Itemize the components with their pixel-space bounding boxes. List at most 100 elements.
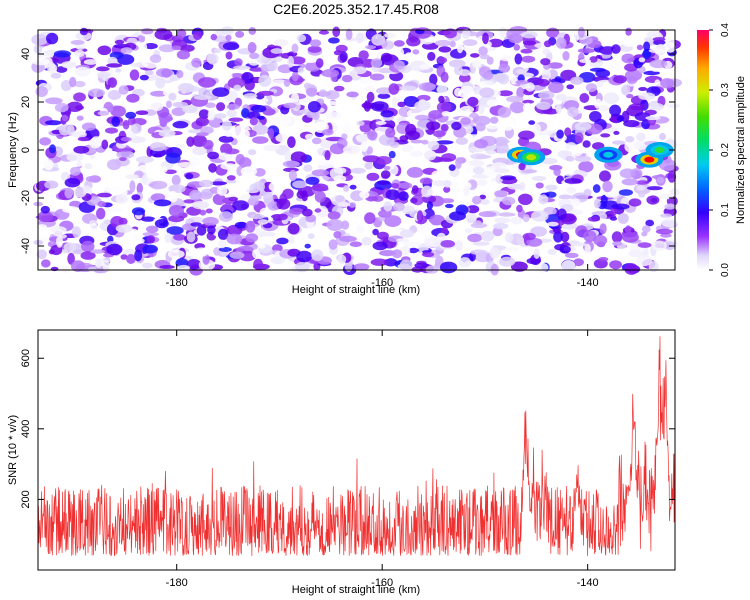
spectrogram-cell	[514, 53, 523, 65]
spectrogram-cell	[565, 155, 575, 162]
spectrogram-cell	[434, 39, 452, 47]
spectrogram-cell	[265, 94, 273, 105]
spectrogram-cell	[232, 200, 250, 211]
spectrogram-cell	[304, 243, 311, 249]
snr-x-label: Height of straight line (km)	[292, 584, 420, 596]
spectrogram-cell	[646, 195, 660, 205]
spectrogram-cell	[207, 225, 216, 235]
spectrogram-cell	[120, 47, 133, 54]
spectrogram-cell	[141, 28, 154, 35]
spectrogram-cell	[43, 159, 54, 171]
spectrogram-cell	[553, 231, 563, 243]
spectrogram-cell	[439, 261, 458, 274]
spectrogram-cell	[414, 100, 431, 111]
spectrogram-cell	[419, 177, 433, 185]
spectrogram-cell	[60, 80, 72, 92]
spectrogram-cell	[218, 211, 233, 222]
colorbar-tick-label: 0.1	[720, 203, 731, 217]
spectrogram-cell	[648, 48, 666, 54]
spectrogram-cell	[397, 101, 406, 108]
spectrogram-cell	[210, 33, 218, 41]
spectrogram-cell	[599, 223, 607, 235]
spectrogram-cell	[440, 123, 449, 132]
spectrogram-cell	[207, 151, 220, 160]
spectrogram-cell	[516, 87, 525, 99]
spectrogram-cell	[115, 224, 133, 233]
spectrogram-cell	[198, 109, 210, 119]
spectrogram-cell	[669, 188, 680, 196]
spectrogram-cell	[475, 122, 486, 132]
spectrogram-cell	[70, 260, 86, 272]
spectrogram-cell	[365, 196, 379, 202]
spectrogram-cell	[377, 67, 394, 74]
spectrogram-cell	[275, 133, 288, 143]
spectrogram-cell	[449, 211, 466, 221]
spectrogram-cell	[366, 146, 374, 155]
spectrogram-cell	[245, 233, 259, 243]
spectrogram-cell	[107, 90, 122, 100]
spectrogram-cell	[440, 227, 449, 235]
spectrogram-cell	[621, 84, 631, 96]
spectrogram-cell	[234, 58, 243, 67]
snr-y-label: SNR (10 * v/v)	[7, 415, 19, 485]
spectrogram-cell	[380, 170, 391, 179]
spectrogram-cell	[37, 211, 53, 223]
spectrogram-cell	[154, 29, 173, 40]
colorbar-tick-label: 0.0	[720, 263, 731, 277]
spectrogram-cell	[311, 249, 324, 262]
spectrogram-cell	[561, 222, 578, 230]
spectrogram-cell	[616, 115, 625, 122]
spectrogram-cell	[202, 139, 214, 150]
spectrogram-cell	[176, 70, 184, 79]
spectrogram-cell	[196, 225, 207, 236]
spectrogram-cell	[518, 193, 533, 205]
spectrogram-cell	[270, 79, 288, 88]
spectrogram-cell	[582, 140, 591, 148]
spectrogram-cell	[74, 80, 86, 88]
spectrogram-cell	[408, 247, 419, 254]
spectrogram-cell	[268, 181, 281, 192]
spectrogram-cell	[667, 103, 681, 109]
snr-series-line	[37, 336, 676, 557]
spectrogram-cell	[331, 194, 346, 206]
spectrogram-cell	[628, 249, 643, 258]
spectrogram-cell	[159, 265, 175, 269]
spectrogram-cell	[652, 37, 666, 42]
spectrogram-cell	[73, 145, 90, 154]
spectrogram-cell	[479, 199, 490, 205]
spectrogram-cell	[537, 79, 550, 87]
spectrogram-cell	[131, 123, 142, 134]
spectrogram-cell	[613, 75, 627, 84]
spectrogram-cell	[138, 42, 148, 53]
spectrogram-cell	[283, 102, 297, 109]
spectrogram-cell	[186, 231, 196, 243]
spectrogram-cell	[438, 157, 453, 162]
spectrogram-cell	[472, 166, 485, 175]
spectrogram-cell	[603, 112, 612, 120]
spectrogram-cell	[532, 123, 541, 135]
spectrogram-cell	[501, 119, 515, 131]
spectrogram-cell	[599, 212, 608, 220]
spectrogram-cell	[134, 249, 143, 262]
spectrogram-cell	[575, 132, 584, 144]
spectrogram-cell	[494, 72, 507, 83]
spectrogram-cell	[648, 261, 659, 273]
spectrogram-cell	[248, 27, 257, 35]
spectrogram-cell	[491, 162, 507, 170]
spectrogram-cell	[610, 27, 626, 37]
spectrogram-cell	[396, 47, 405, 58]
spectrogram-cell	[363, 100, 372, 112]
spectrogram-cell	[510, 216, 523, 225]
colorbar-tick-label: 0.3	[720, 83, 731, 97]
spectrogram-cell	[460, 85, 474, 95]
spectrogram-cell	[75, 31, 92, 41]
spectrogram-cell	[478, 46, 488, 56]
spectrogram-cell	[90, 222, 98, 232]
spectrogram-cell	[252, 249, 261, 259]
spectrogram-cell	[562, 167, 575, 176]
spectrogram-cell	[340, 115, 352, 123]
spectrogram-cell	[388, 150, 396, 159]
spectrogram-cell	[547, 221, 559, 227]
spectrogram-cell	[149, 54, 162, 63]
spectrogram-cell	[149, 180, 168, 190]
